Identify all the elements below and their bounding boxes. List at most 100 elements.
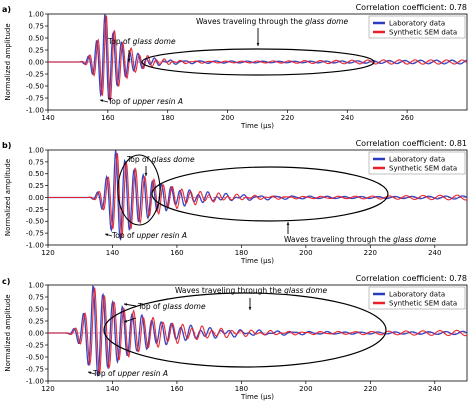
y-tick-label: 0.25: [28, 46, 44, 54]
annotation-text-italic: upper resin A: [137, 231, 187, 240]
y-tick-label: 0.00: [28, 329, 44, 337]
y-tick-label: 0.75: [28, 22, 44, 30]
annotation-text-italic: glass dome: [133, 37, 176, 46]
arrow-head: [124, 319, 128, 323]
panel-label: a): [2, 5, 11, 14]
y-tick-label: -1.00: [26, 106, 44, 114]
y-tick-label: -0.75: [26, 365, 44, 373]
annotation-text: Waves traveling through the: [196, 17, 305, 26]
annotation-label: Top of glass dome: [126, 155, 195, 164]
x-tick-label: 180: [235, 385, 248, 393]
x-tick-label: 200: [221, 114, 234, 122]
x-tick-label: 220: [364, 385, 377, 393]
annotation-text-italic: glass dome: [284, 286, 327, 295]
correlation-label: Correlation coefficient: 0.81: [356, 139, 467, 148]
annotation-ellipse: [117, 154, 161, 226]
x-tick-label: 120: [41, 249, 54, 257]
annotation-text: Waves traveling through the: [284, 235, 393, 244]
annotation-text-italic: glass dome: [393, 235, 436, 244]
legend-entry: Laboratory data: [389, 156, 445, 164]
y-tick-label: 0.00: [28, 58, 44, 66]
annotation-text: Top of: [137, 302, 163, 311]
x-tick-label: 240: [341, 114, 354, 122]
annotation-label: Top of upper resin A: [111, 231, 187, 240]
y-tick-label: -0.25: [26, 70, 44, 78]
arrow-head: [248, 307, 252, 310]
legend-box: [368, 286, 466, 310]
legend-entry: Synthetic SEM data: [389, 29, 457, 37]
y-axis-label: Normalized amplitude: [4, 294, 12, 371]
arrow-head: [105, 233, 109, 237]
x-tick-label: 200: [299, 385, 312, 393]
y-tick-label: 1.00: [28, 281, 44, 289]
arrow-head: [124, 303, 128, 306]
correlation-label: Correlation coefficient: 0.78: [356, 3, 467, 12]
y-axis-label: Normalized amplitude: [4, 23, 12, 100]
x-axis-label: Time (μs): [240, 122, 274, 130]
y-tick-label: 1.00: [28, 146, 44, 154]
chart-panel: b) Correlation coefficient: 0.81 1.00 0.75 0…: [2, 139, 468, 265]
y-tick-label: -0.75: [26, 94, 44, 102]
series-line-synthetic: [48, 153, 468, 238]
series-line-laboratory: [48, 285, 468, 377]
y-axis-label: Normalized amplitude: [4, 159, 12, 236]
y-tick-label: -0.75: [26, 230, 44, 238]
x-tick-label: 140: [106, 385, 119, 393]
series-line-synthetic: [48, 15, 468, 102]
annotation-ellipse: [141, 48, 375, 76]
y-tick-label: 0.75: [28, 158, 44, 166]
x-tick-label: 160: [170, 385, 183, 393]
annotation-text: Top of: [126, 155, 152, 164]
y-tick-label: -0.50: [26, 353, 44, 361]
annotation-text: Top of: [107, 97, 133, 106]
annotation-label: Top of upper resin A: [92, 369, 168, 378]
annotation-ellipse: [103, 292, 387, 368]
annotation-text: Top of: [92, 369, 118, 378]
annotation-text: Top of: [107, 37, 133, 46]
arrow-head: [144, 173, 148, 176]
x-tick-label: 220: [281, 114, 294, 122]
annotation-label: Waves traveling through the glass dome: [175, 286, 327, 295]
x-tick-label: 180: [235, 249, 248, 257]
annotation-label: Waves traveling through the glass dome: [196, 17, 348, 26]
y-tick-label: -1.00: [26, 241, 44, 249]
y-tick-label: 0.25: [28, 182, 44, 190]
arrow-head: [100, 99, 104, 103]
y-tick-label: -0.25: [26, 206, 44, 214]
x-tick-label: 200: [299, 249, 312, 257]
x-tick-label: 240: [428, 249, 441, 257]
arrow-head: [88, 371, 92, 375]
y-tick-label: 0.00: [28, 194, 44, 202]
legend-entry: Synthetic SEM data: [389, 300, 457, 308]
y-tick-label: 0.75: [28, 293, 44, 301]
x-tick-label: 140: [106, 249, 119, 257]
annotation-text-italic: upper resin A: [118, 369, 168, 378]
legend-box: [368, 15, 466, 39]
x-tick-label: 220: [364, 249, 377, 257]
legend-box: [368, 151, 466, 175]
annotation-text: Top of: [111, 231, 137, 240]
y-tick-label: 0.50: [28, 170, 44, 178]
x-axis-label: Time (μs): [240, 257, 274, 265]
annotation-text-italic: upper resin A: [133, 97, 183, 106]
x-tick-label: 240: [428, 385, 441, 393]
panel-label: b): [2, 141, 11, 150]
x-tick-label: 180: [161, 114, 174, 122]
y-tick-label: 0.50: [28, 305, 44, 313]
chart-panel: a) Correlation coefficient: 0.78 1.00 0.75 0…: [2, 3, 468, 130]
series-line-synthetic: [48, 287, 468, 375]
x-axis-label: Time (μs): [240, 393, 274, 401]
annotation-text: Waves traveling through the: [175, 286, 284, 295]
correlation-label: Correlation coefficient: 0.78: [356, 274, 467, 283]
y-tick-label: 1.00: [28, 10, 44, 18]
x-tick-label: 120: [41, 385, 54, 393]
y-tick-label: -0.25: [26, 341, 44, 349]
y-tick-label: 0.50: [28, 34, 44, 42]
legend-entry: Laboratory data: [389, 20, 445, 28]
y-tick-label: -0.50: [26, 218, 44, 226]
x-tick-label: 260: [400, 114, 413, 122]
annotation-label: Top of glass dome: [107, 37, 176, 46]
